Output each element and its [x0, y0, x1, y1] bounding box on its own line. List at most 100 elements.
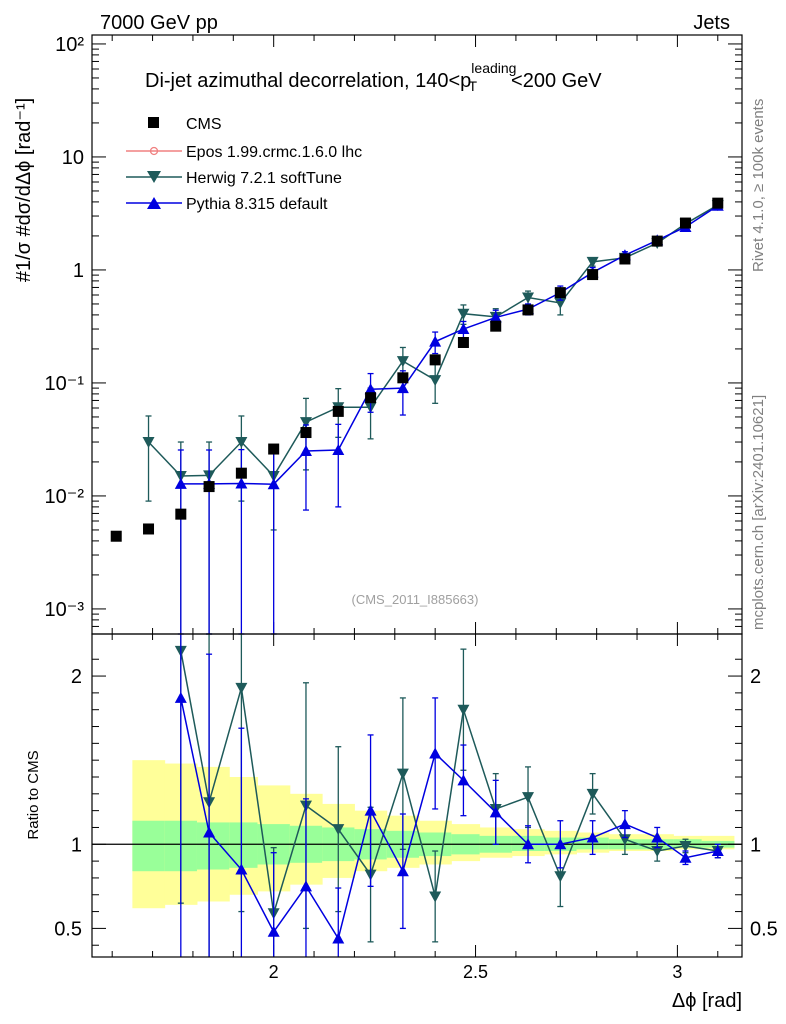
herwig-ratio-point — [554, 871, 567, 883]
ratio-band-green — [196, 822, 230, 870]
pythia-ratio-point — [522, 838, 535, 850]
ratio-y-axis-label: Ratio to CMS — [25, 750, 42, 839]
herwig-point — [586, 256, 599, 268]
y-tick-label: 10⁻³ — [45, 599, 85, 621]
side-label-bottom: mcplots.cern.ch [arXiv:2401.10621] — [750, 395, 767, 630]
y-axis-label: #1/σ #dσ/dΔϕ [rad⁻¹] — [13, 98, 35, 282]
ratio-y-tick-label-right: 0.5 — [750, 918, 778, 940]
cms-point — [490, 320, 502, 332]
herwig-ratio-point — [396, 768, 409, 780]
x-axis-label: Δϕ [rad] — [672, 990, 742, 1012]
legend-marker-pythia — [147, 197, 161, 209]
pythia-ratio-point — [396, 865, 409, 877]
herwig-point — [522, 292, 535, 304]
herwig-ratio-point — [332, 824, 345, 836]
cms-point — [332, 405, 344, 417]
herwig-point — [396, 356, 409, 368]
herwig-point — [142, 437, 155, 449]
title-sup: leading — [471, 60, 516, 76]
cms-point — [365, 392, 377, 404]
pythia-ratio-point — [711, 845, 724, 857]
pythia-ratio-point — [235, 863, 248, 875]
pythia-point — [457, 323, 470, 335]
title-sub: T — [468, 78, 477, 94]
cms-point — [110, 530, 122, 542]
cms-point — [712, 197, 724, 209]
cms-point — [203, 481, 215, 493]
chart-title: Di-jet azimuthal decorrelation, 140<plea… — [145, 60, 602, 94]
pythia-ratio-point — [489, 806, 502, 818]
watermark: (CMS_2011_I885663) — [352, 592, 479, 607]
ratio-y-tick-label: 0.5 — [54, 918, 82, 940]
herwig-point — [235, 437, 248, 449]
ratio-frame — [91, 633, 743, 958]
side-label-top: Rivet 4.1.0, ≥ 100k events — [750, 99, 767, 272]
cms-point — [143, 523, 155, 535]
y-tick-label: 10² — [55, 34, 84, 56]
y-tick-label: 1 — [73, 260, 84, 282]
pythia-point — [489, 311, 502, 323]
pythia-point — [364, 383, 377, 395]
cms-point — [651, 235, 663, 247]
pythia-ratio-point — [457, 774, 470, 786]
ratio-plot-panel: 2 2.5 3 0.5 0.5 1 1 2 2 — [54, 633, 778, 982]
legend: CMS Epos 1.99.crmc.1.6.0 lhc Herwig 7.2.… — [126, 116, 362, 213]
pythia-ratio-point — [332, 932, 345, 944]
cms-point — [175, 508, 187, 520]
y-tick-label: 10⁻² — [45, 486, 85, 508]
pythia-ratio-point — [174, 691, 187, 703]
pythia-ratio-point — [267, 925, 280, 937]
ratio-y-tick-label: 1 — [71, 834, 82, 856]
cms-point — [522, 304, 534, 316]
pythia-ratio-point — [299, 880, 312, 892]
pythia-ratio-point — [651, 831, 664, 843]
herwig-point — [299, 417, 312, 429]
pythia-ratio-point — [679, 851, 692, 863]
main-plot-panel: 10⁻³ 10⁻² 10⁻¹ 1 10 10² — [45, 34, 743, 635]
cms-point — [235, 467, 247, 479]
herwig-point — [457, 308, 470, 320]
pythia-point — [332, 443, 345, 455]
cms-point — [587, 269, 599, 281]
cms-point — [457, 336, 469, 348]
pythia-ratio-point — [618, 818, 631, 830]
header-right: Jets — [693, 12, 730, 34]
pythia-line — [180, 205, 719, 485]
herwig-ratio-point — [457, 704, 470, 716]
ratio-data-layer — [174, 634, 724, 957]
pythia-point — [235, 477, 248, 489]
pythia-point — [267, 478, 280, 490]
herwig-ratio-point — [679, 840, 692, 852]
y-tick-label: 10⁻¹ — [45, 373, 85, 395]
herwig-ratio-line — [180, 650, 718, 914]
herwig-ratio-point — [522, 792, 535, 804]
ratio-uncertainty-band — [92, 760, 742, 909]
cms-point — [679, 217, 691, 229]
ratio-y-tick-label: 2 — [71, 666, 82, 688]
cms-point — [397, 372, 409, 384]
pythia-ratio-point — [364, 804, 377, 816]
pythia-ratio-point — [429, 747, 442, 759]
pythia-point — [396, 382, 409, 394]
header-left: 7000 GeV pp — [100, 12, 218, 34]
main-axis-ticks: 10⁻³ 10⁻² 10⁻¹ 1 10 10² — [45, 34, 742, 635]
main-data-layer — [110, 197, 724, 635]
title-post: <200 GeV — [511, 70, 602, 92]
x-tick-label: 2.5 — [463, 962, 488, 982]
pythia-point — [299, 444, 312, 456]
legend-marker-epos — [149, 146, 159, 156]
cms-point — [300, 427, 312, 439]
x-tick-label: 3 — [672, 962, 682, 982]
herwig-point — [429, 375, 442, 387]
cms-point — [268, 443, 280, 455]
legend-marker-herwig — [147, 171, 161, 183]
legend-label-cms: CMS — [186, 116, 222, 133]
cms-point — [429, 354, 441, 366]
ratio-y-tick-label-right: 1 — [750, 834, 761, 856]
herwig-ratio-point — [429, 891, 442, 903]
herwig-ratio-point — [235, 682, 248, 694]
pythia-ratio-line — [180, 697, 718, 941]
legend-label-herwig: Herwig 7.2.1 softTune — [186, 170, 342, 187]
herwig-ratio-point — [586, 788, 599, 800]
